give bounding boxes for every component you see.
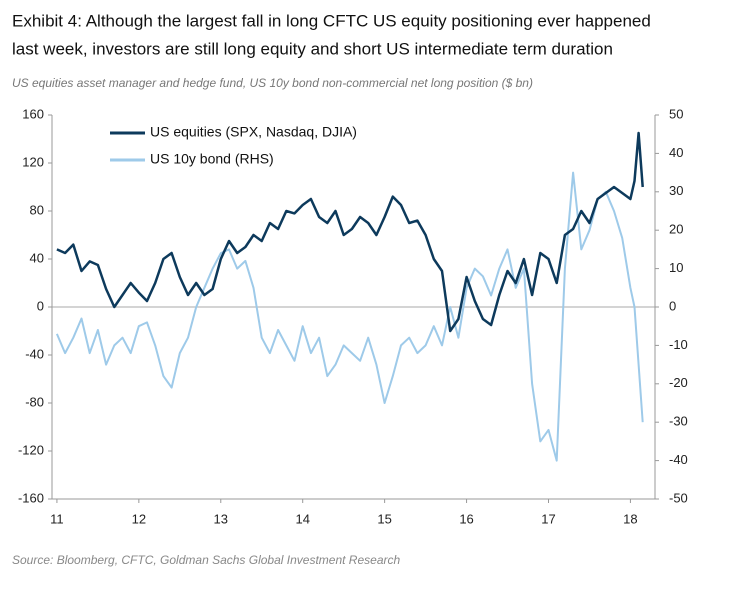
y2-tick-label: -50: [669, 490, 688, 505]
y-tick-label: 80: [30, 202, 44, 217]
y2-tick-label: 0: [669, 298, 676, 313]
y2-tick-label: 30: [669, 183, 683, 198]
y2-tick-label: -40: [669, 452, 688, 467]
y-tick-label: -120: [18, 442, 44, 457]
y2-tick-label: -10: [669, 337, 688, 352]
x-tick-label: 11: [50, 511, 64, 526]
chart-subtitle: US equities asset manager and hedge fund…: [12, 76, 533, 90]
y-tick-label: 160: [22, 106, 44, 121]
y-tick-label: -160: [18, 490, 44, 505]
y-tick-label: -40: [25, 346, 44, 361]
x-tick-label: 12: [132, 511, 146, 526]
x-tick-label: 17: [541, 511, 555, 526]
x-tick-label: 13: [214, 511, 228, 526]
chart-title: Exhibit 4: Although the largest fall in …: [12, 11, 651, 30]
y-tick-label: 40: [30, 250, 44, 265]
y2-tick-label: 10: [669, 260, 683, 275]
y2-tick-label: 20: [669, 222, 683, 237]
y2-tick-label: 50: [669, 106, 683, 121]
y-tick-label: 120: [22, 154, 44, 169]
chart-title: last week, investors are still long equi…: [12, 39, 613, 58]
series-line: [56, 131, 644, 333]
x-tick-label: 14: [295, 511, 309, 526]
legend-label: US 10y bond (RHS): [150, 151, 274, 167]
y2-tick-label: -20: [669, 375, 688, 390]
x-tick-label: 18: [623, 511, 637, 526]
y2-tick-label: 40: [669, 145, 683, 160]
series-line: [55, 171, 644, 462]
x-tick-label: 15: [377, 511, 391, 526]
legend-label: US equities (SPX, Nasdaq, DJIA): [150, 124, 357, 140]
y-tick-label: -80: [25, 394, 44, 409]
y2-tick-label: -30: [669, 414, 688, 429]
x-tick-label: 16: [459, 511, 473, 526]
source: Source: Bloomberg, CFTC, Goldman Sachs G…: [12, 553, 400, 567]
y-tick-label: 0: [37, 298, 44, 313]
